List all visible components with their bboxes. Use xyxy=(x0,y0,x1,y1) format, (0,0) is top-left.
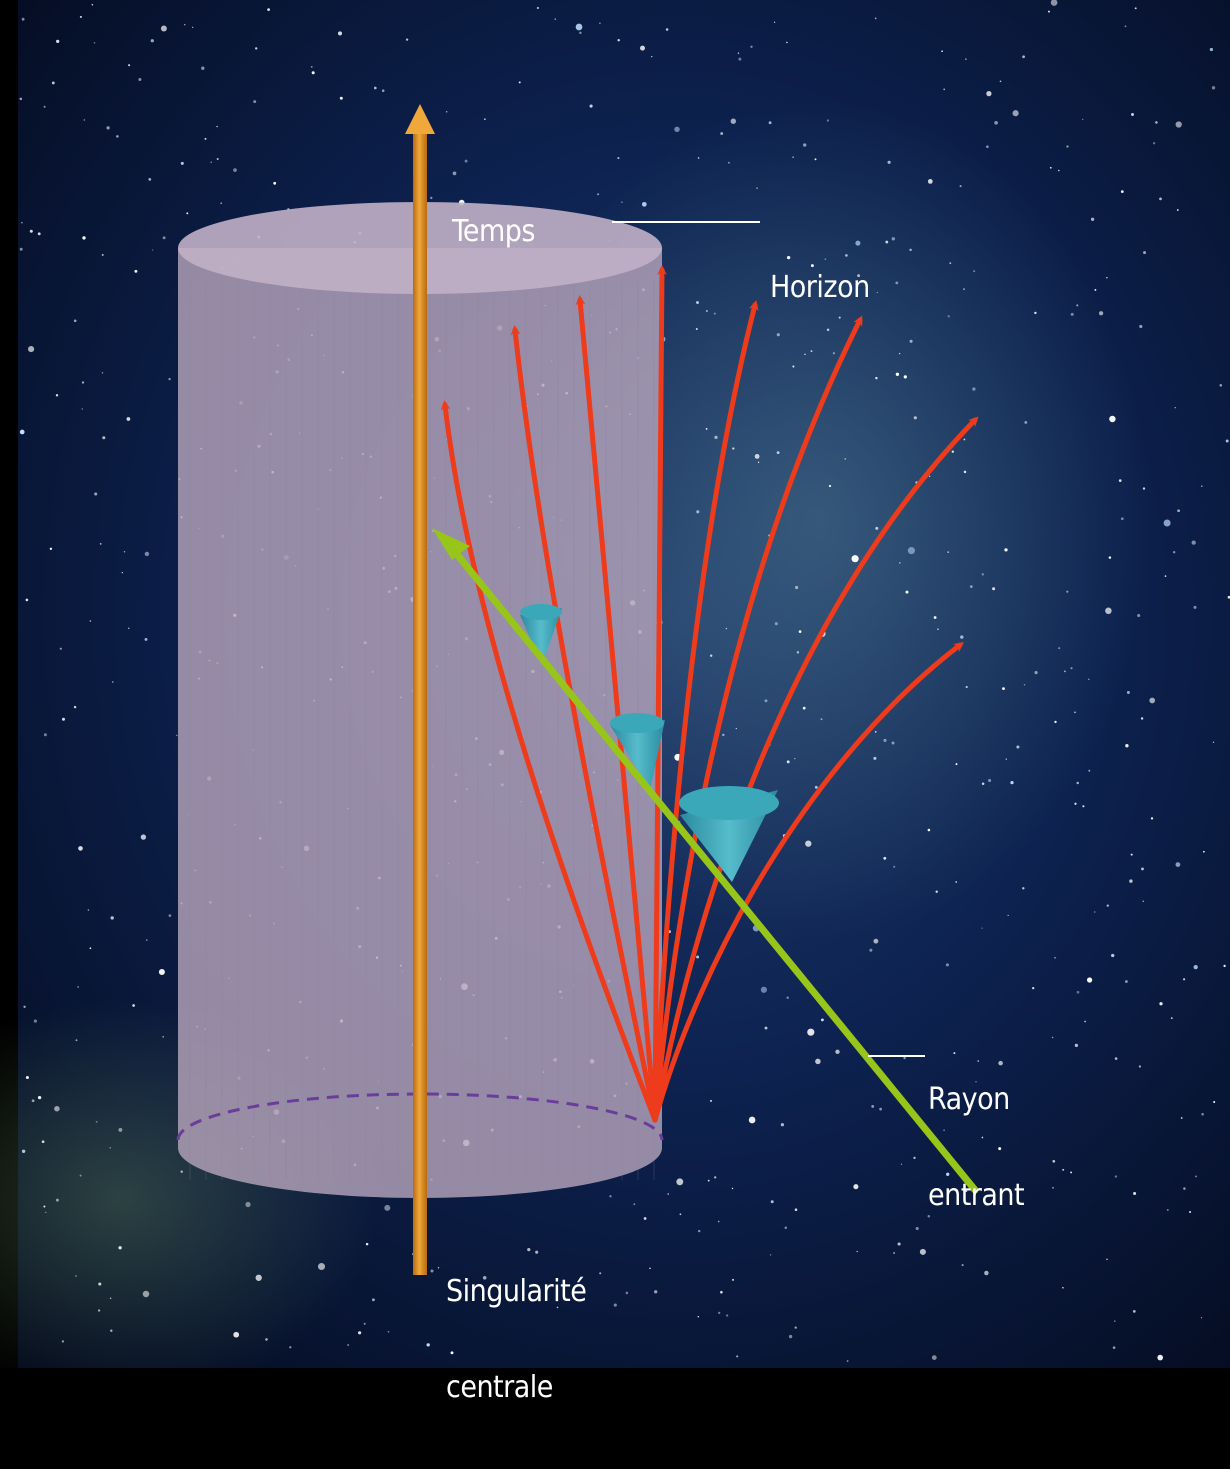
light-cone xyxy=(520,604,562,665)
time-axis-label: Temps xyxy=(452,214,536,249)
black-hole-diagram xyxy=(0,0,1230,1368)
incoming-ray-line xyxy=(451,548,979,1194)
incoming-ray-arrow xyxy=(432,528,979,1194)
time-axis-head xyxy=(405,104,435,134)
cylinder-base-dashed xyxy=(176,1092,664,1141)
outgoing-rays xyxy=(440,265,979,1123)
time-axis-arrow xyxy=(405,104,435,1275)
light-cone xyxy=(679,786,779,882)
incoming-ray-head xyxy=(432,528,470,560)
outgoing-ray xyxy=(652,641,964,1123)
outgoing-ray xyxy=(652,315,863,1123)
outgoing-ray xyxy=(652,416,979,1123)
time-axis-shaft xyxy=(413,130,427,1275)
outgoing-ray xyxy=(440,400,658,1123)
incoming-ray-label: Rayon entrant xyxy=(928,1082,1025,1213)
outgoing-ray xyxy=(510,325,658,1123)
outgoing-ray xyxy=(652,265,667,1123)
light-cones xyxy=(520,604,779,882)
horizon-label: Horizon xyxy=(770,270,870,305)
diagram-canvas: Temps Horizon Rayon entrant Singularité … xyxy=(0,0,1230,1404)
outgoing-ray xyxy=(575,295,658,1123)
singularity-label: Singularité centrale xyxy=(446,1274,587,1405)
light-cone xyxy=(610,713,665,790)
outgoing-ray xyxy=(652,300,759,1123)
